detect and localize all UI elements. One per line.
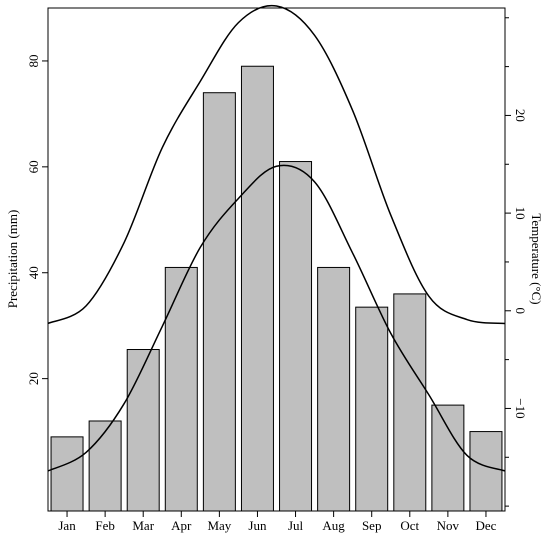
- bar-jan: [50, 436, 84, 512]
- x-tick-label-may: May: [207, 518, 231, 533]
- bar-dec: [469, 431, 503, 512]
- x-tick-label-jun: Jun: [248, 518, 267, 533]
- bar-mar: [126, 349, 160, 512]
- x-tick-label-mar: Mar: [132, 518, 154, 533]
- x-tick-label-jan: Jan: [58, 518, 76, 533]
- x-tick-label-oct: Oct: [400, 518, 419, 533]
- temperature-line-1: [47, 164, 506, 472]
- precipitation-bars: [50, 65, 503, 512]
- y-tick-label-20: 20: [26, 372, 41, 385]
- y2-tick-label-10: 10: [513, 207, 528, 220]
- y-axis-right: −10 0 10 20: [505, 17, 528, 507]
- temperature-lines: [47, 4, 506, 472]
- x-tick-label-dec: Dec: [475, 518, 496, 533]
- bar-apr: [164, 266, 198, 512]
- x-axis: Jan Feb Mar Apr May Jun Jul Aug Sep Oct Nov Dec: [58, 511, 497, 533]
- bar-jun: [240, 65, 274, 512]
- y2-tick-label-0: 0: [513, 308, 528, 315]
- x-tick-label-aug: Aug: [322, 518, 345, 533]
- y-tick-label-80: 80: [26, 54, 41, 67]
- y-axis-left: 20 40 60 80: [26, 54, 48, 385]
- y2-axis-label: Temperature (°C): [529, 213, 544, 304]
- x-tick-label-feb: Feb: [95, 518, 115, 533]
- y2-tick-label--10: −10: [513, 398, 528, 418]
- y-axis-label: Precipitation (mm): [5, 210, 20, 309]
- x-tick-label-sep: Sep: [362, 518, 382, 533]
- x-tick-label-apr: Apr: [171, 518, 192, 533]
- bar-feb: [88, 420, 122, 512]
- y2-tick-label-20: 20: [513, 109, 528, 122]
- temperature-line-2: [47, 4, 506, 325]
- bar-may: [202, 92, 236, 512]
- bar-aug: [317, 266, 351, 512]
- y-tick-label-40: 40: [26, 266, 41, 279]
- bar-nov: [431, 404, 465, 512]
- x-tick-label-nov: Nov: [437, 518, 460, 533]
- x-tick-label-jul: Jul: [288, 518, 304, 533]
- bar-sep: [355, 306, 389, 512]
- bar-oct: [393, 293, 427, 512]
- bar-jul: [279, 161, 313, 512]
- plot-frame: [47, 7, 506, 512]
- y-tick-label-60: 60: [26, 160, 41, 173]
